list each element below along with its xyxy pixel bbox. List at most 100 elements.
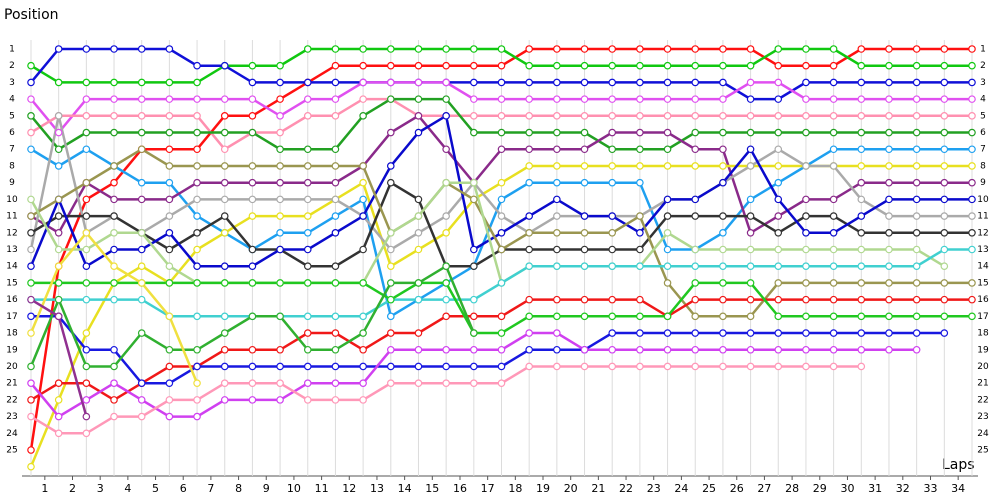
point [27, 195, 35, 204]
point [719, 312, 727, 321]
point [719, 162, 727, 170]
point [497, 95, 506, 103]
point [137, 262, 146, 271]
x-tick-label: 25 [702, 482, 716, 495]
point [968, 279, 976, 287]
point [110, 162, 118, 170]
y-tick-label: 22 [6, 395, 17, 405]
y-tick-label: 21 [6, 379, 17, 389]
point [220, 329, 229, 337]
point [193, 228, 201, 237]
point [968, 61, 976, 70]
x-tick-label: 6 [180, 482, 187, 495]
y-tick-label-right: 14 [977, 262, 989, 272]
y-tick-label: 11 [6, 212, 17, 222]
point [608, 61, 617, 70]
point [663, 128, 672, 137]
x-tick-label: 15 [425, 482, 439, 495]
point [829, 78, 838, 87]
x-tick-label: 31 [868, 482, 882, 495]
y-tick-label: 13 [6, 245, 17, 255]
point [829, 345, 838, 354]
point [276, 345, 284, 354]
point [442, 279, 450, 287]
point [359, 362, 367, 371]
point [912, 312, 921, 321]
point [553, 245, 561, 254]
point [580, 95, 589, 103]
point [137, 245, 146, 254]
y-tick-label-right: 25 [977, 446, 988, 456]
point [442, 228, 450, 237]
point [359, 178, 367, 187]
point [442, 178, 450, 187]
point [912, 162, 921, 170]
point [193, 145, 201, 154]
point [774, 345, 783, 354]
point [110, 95, 118, 103]
point [331, 112, 340, 120]
point [746, 212, 755, 220]
point [525, 212, 533, 220]
point [608, 95, 617, 103]
point [276, 245, 284, 254]
point [497, 45, 506, 53]
y-tick-label: 24 [6, 429, 18, 439]
point [248, 61, 257, 70]
point [829, 212, 838, 220]
point [968, 228, 976, 237]
point [193, 279, 201, 287]
point [414, 212, 423, 220]
point [580, 145, 589, 154]
point [857, 212, 866, 220]
y-tick-label-right: 5 [980, 111, 986, 121]
point [137, 45, 146, 53]
point [719, 295, 727, 304]
point [912, 78, 921, 87]
point [386, 362, 395, 371]
point [774, 228, 783, 237]
y-tick-label-right: 17 [977, 312, 988, 322]
point [580, 178, 589, 187]
point [663, 195, 672, 204]
point [248, 212, 257, 220]
point [276, 61, 284, 70]
point [248, 396, 257, 404]
point [608, 245, 617, 254]
point [829, 329, 838, 337]
point [912, 128, 921, 137]
point [885, 212, 893, 220]
point [691, 112, 700, 120]
point [54, 145, 63, 154]
y-tick-label: 14 [6, 262, 18, 272]
point [137, 228, 146, 237]
point [968, 212, 976, 220]
point [165, 412, 174, 421]
point [110, 112, 118, 120]
point [802, 262, 810, 271]
point [331, 212, 340, 220]
point [746, 228, 755, 237]
point [193, 162, 201, 170]
point [774, 145, 783, 154]
point [359, 329, 367, 337]
point [940, 78, 949, 87]
point [608, 228, 617, 237]
point [802, 295, 810, 304]
point [774, 329, 783, 337]
point [276, 379, 284, 387]
point [580, 312, 589, 321]
point [442, 45, 450, 53]
point [525, 95, 533, 103]
point [193, 312, 201, 321]
point [470, 61, 478, 70]
x-tick-label: 2 [69, 482, 76, 495]
y-tick-label-right: 22 [977, 395, 988, 405]
point [165, 262, 174, 271]
point [719, 345, 727, 354]
point [386, 345, 395, 354]
point [137, 279, 146, 287]
point [470, 195, 478, 204]
point [414, 228, 423, 237]
point [54, 112, 63, 120]
